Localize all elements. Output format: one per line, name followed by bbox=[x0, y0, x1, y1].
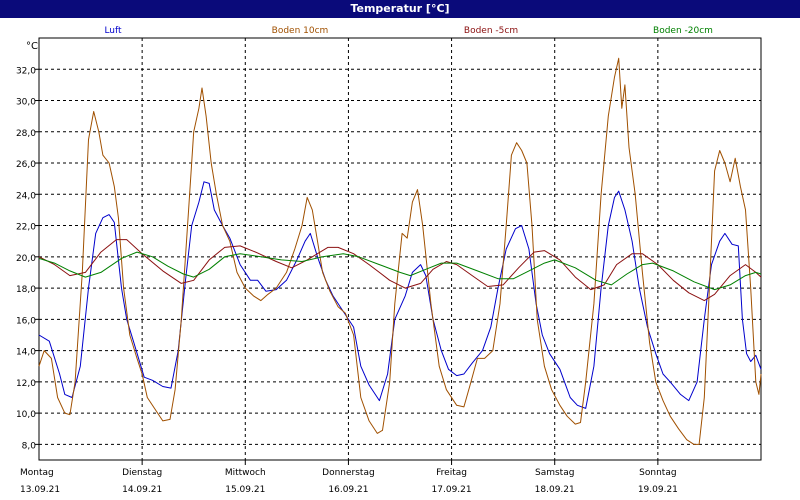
x-tick-label-weekday: Sonntag bbox=[639, 468, 676, 478]
y-tick-label: 30,0 bbox=[16, 98, 36, 108]
grid bbox=[39, 38, 761, 460]
x-tick-label-weekday: Dienstag bbox=[122, 468, 162, 478]
series-line-boden-10cm bbox=[38, 57, 762, 445]
y-tick-label: 12,0 bbox=[16, 379, 36, 389]
legend: Luft Boden 10cm Boden -5cm Boden -20cm bbox=[104, 26, 713, 36]
series-layer bbox=[38, 57, 762, 445]
x-tick-label-date: 16.09.21 bbox=[328, 485, 368, 495]
y-tick-label: 28,0 bbox=[16, 129, 36, 139]
temperature-chart: 8,0 10,0 12,0 14,0 16,0 18,0 20,0 22,0 24,0 26,0 2… bbox=[16, 26, 762, 495]
x-tick-label-weekday: Mittwoch bbox=[225, 468, 266, 478]
x-tick-label-date: 19.09.21 bbox=[638, 485, 678, 495]
y-tick-label: 24,0 bbox=[16, 191, 36, 201]
series-line-luft bbox=[38, 181, 762, 409]
y-tick-label: 8,0 bbox=[22, 441, 37, 451]
x-tick-label-weekday: Freitag bbox=[436, 468, 467, 478]
legend-entry: Luft bbox=[104, 26, 122, 36]
x-tick-label-date: 17.09.21 bbox=[432, 485, 472, 495]
y-axis-unit-label: °C bbox=[26, 41, 38, 52]
y-axis: 8,0 10,0 12,0 14,0 16,0 18,0 20,0 22,0 24,0 26,0 2… bbox=[16, 66, 39, 451]
y-tick-label: 16,0 bbox=[16, 316, 36, 326]
y-tick-label: 20,0 bbox=[16, 254, 36, 264]
x-tick-label-weekday: Samstag bbox=[535, 468, 574, 478]
y-tick-label: 22,0 bbox=[16, 223, 36, 233]
x-tick-label-weekday: Montag bbox=[20, 468, 54, 478]
y-tick-label: 32,0 bbox=[16, 66, 36, 76]
legend-entry: Boden 10cm bbox=[272, 26, 329, 36]
x-tick-label-date: 18.09.21 bbox=[535, 485, 575, 495]
x-tick-label-date: 15.09.21 bbox=[225, 485, 265, 495]
x-axis: Montag 13.09.21 Dienstag 14.09.21 Mittwoch 15… bbox=[20, 460, 678, 495]
x-tick-label-date: 13.09.21 bbox=[20, 485, 60, 495]
series-line-boden-20cm bbox=[38, 251, 762, 291]
x-tick-label-date: 14.09.21 bbox=[122, 485, 162, 495]
y-tick-label: 26,0 bbox=[16, 160, 36, 170]
x-tick-label-weekday: Donnerstag bbox=[322, 468, 375, 478]
y-tick-label: 18,0 bbox=[16, 285, 36, 295]
y-tick-label: 14,0 bbox=[16, 348, 36, 358]
legend-entry: Boden -5cm bbox=[464, 26, 518, 36]
series-line-boden-5cm bbox=[38, 239, 762, 302]
legend-entry: Boden -20cm bbox=[653, 26, 713, 36]
plot-area-frame bbox=[38, 37, 762, 461]
chart-title: Temperatur [°C] bbox=[0, 0, 800, 18]
y-tick-label: 10,0 bbox=[16, 410, 36, 420]
